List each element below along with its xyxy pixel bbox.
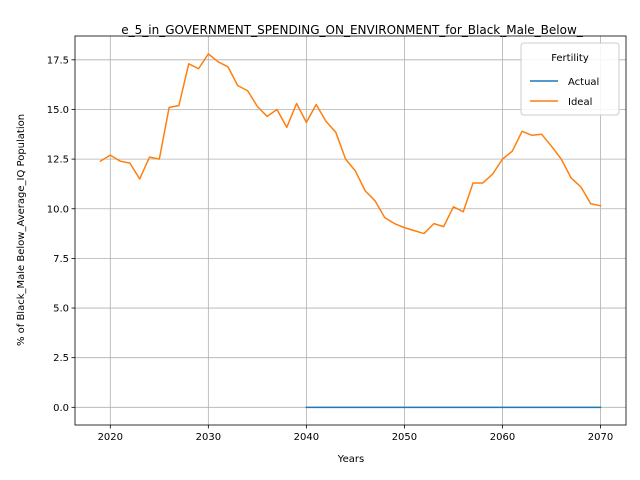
x-tick-label: 2050 xyxy=(392,432,417,443)
legend: Fertility Actual Ideal xyxy=(520,42,620,116)
x-tick-label: 2030 xyxy=(196,432,221,443)
y-axis-label: % of Black_Male Below_Average_IQ Populat… xyxy=(16,114,27,346)
legend-label-ideal: Ideal xyxy=(568,97,592,108)
y-tick-label: 5.0 xyxy=(53,304,69,315)
legend-title: Fertility xyxy=(551,53,589,64)
plot-frame xyxy=(74,35,627,426)
y-tick-label: 15.0 xyxy=(47,105,69,116)
y-tick-label: 10.0 xyxy=(47,204,69,215)
y-tick-label: 17.5 xyxy=(47,55,69,66)
y-tick-label: 7.5 xyxy=(53,254,69,265)
x-axis-label: Years xyxy=(337,454,364,465)
legend-label-actual: Actual xyxy=(568,77,599,88)
series-line-ideal xyxy=(99,53,602,235)
legend-box xyxy=(520,42,620,116)
series-layer xyxy=(99,53,602,409)
x-tick-label: 2060 xyxy=(490,432,515,443)
y-tick-label: 12.5 xyxy=(47,155,69,166)
y-tick-label: 0.0 xyxy=(53,403,69,414)
x-tick-label: 2040 xyxy=(294,432,319,443)
grid xyxy=(75,36,626,425)
x-tick-label: 2070 xyxy=(588,432,613,443)
chart-title: e_5_in_GOVERNMENT_SPENDING_ON_ENVIRONMEN… xyxy=(121,23,584,37)
y-tick-label: 2.5 xyxy=(53,353,69,364)
y-axis: 0.0 2.5 5.0 7.5 10.0 12.5 15.0 17.5 xyxy=(47,55,75,414)
x-axis: 2020 2030 2040 2050 2060 2070 xyxy=(98,425,613,443)
x-tick-label: 2020 xyxy=(98,432,123,443)
